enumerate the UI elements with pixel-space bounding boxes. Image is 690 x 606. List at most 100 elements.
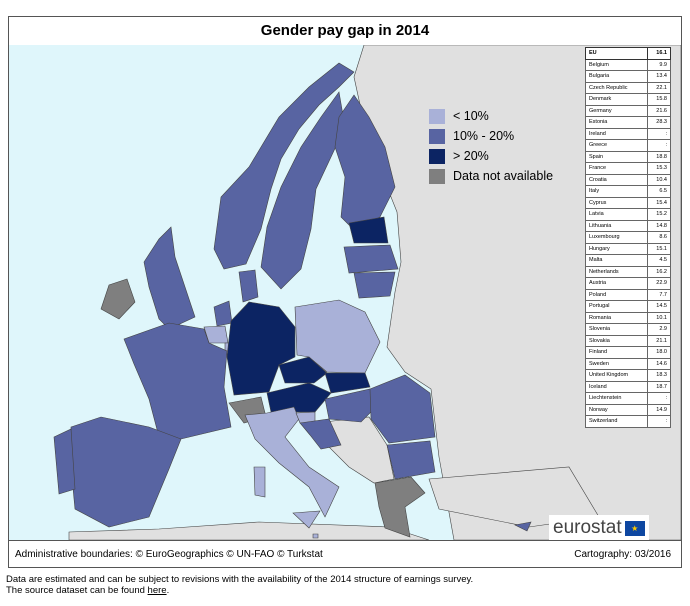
table-row: Cyprus 15.4 <box>585 196 671 209</box>
legend-label: 10% - 20% <box>453 129 515 143</box>
country-spain <box>70 416 182 528</box>
country-name: Ireland <box>585 127 648 140</box>
country-value: 4.5 <box>647 254 671 267</box>
country-value: 15.4 <box>647 196 671 209</box>
legend-item: > 20% <box>429 147 553 165</box>
country-value: 28.3 <box>647 116 671 129</box>
country-name: Romania <box>585 311 648 324</box>
caption-line-1: Data are estimated and can be subject to… <box>6 574 474 585</box>
country-name: Finland <box>585 346 648 359</box>
legend-item: Data not available <box>429 167 553 185</box>
balkans-land <box>323 416 395 484</box>
eurostat-logo: eurostat ★ <box>549 515 649 540</box>
country-name: Greece <box>585 139 648 152</box>
north-africa-land <box>68 521 430 540</box>
country-slovakia <box>324 372 371 394</box>
country-name: Croatia <box>585 173 648 186</box>
country-value: 2.9 <box>647 323 671 336</box>
country-name: Estonia <box>585 116 648 129</box>
country-bulgaria <box>386 440 436 480</box>
country-croatia <box>299 418 342 450</box>
eu-flag-icon: ★ <box>624 520 645 536</box>
country-value: 16.1 <box>647 47 671 60</box>
country-value: 21.1 <box>647 334 671 347</box>
table-row: Spain 18.8 <box>585 150 671 163</box>
country-name: Poland <box>585 288 648 301</box>
country-name: Bulgaria <box>585 70 648 83</box>
country-value: 13.4 <box>647 70 671 83</box>
country-estonia <box>348 216 389 244</box>
table-row: Luxembourg 8.6 <box>585 231 671 244</box>
country-name: Italy <box>585 185 648 198</box>
table-row: Norway 14.9 <box>585 403 671 416</box>
country-name: Slovakia <box>585 334 648 347</box>
country-name: Slovenia <box>585 323 648 336</box>
map-frame: Gender pay gap in 2014 <box>8 16 682 568</box>
data-table: EU 16.1 Belgium 9.9 Bulgaria 13.4 Czech Republ… <box>585 47 671 428</box>
table-row: Estonia 28.3 <box>585 116 671 129</box>
table-row: Netherlands 16.2 <box>585 265 671 278</box>
table-row: Romania 10.1 <box>585 311 671 324</box>
legend-swatch <box>429 148 445 164</box>
country-value: : <box>647 415 671 428</box>
country-name: Latvia <box>585 208 648 221</box>
table-row: Bulgaria 13.4 <box>585 70 671 83</box>
country-value: 22.1 <box>647 81 671 94</box>
country-name: Portugal <box>585 300 648 313</box>
country-value: 18.0 <box>647 346 671 359</box>
country-value: 15.1 <box>647 242 671 255</box>
table-row: Croatia 10.4 <box>585 173 671 186</box>
country-name: Cyprus <box>585 196 648 209</box>
source-link[interactable]: here <box>147 585 167 596</box>
country-austria <box>266 382 332 413</box>
country-name: United Kingdom <box>585 369 648 382</box>
map-title: Gender pay gap in 2014 <box>9 17 681 46</box>
legend-label: > 20% <box>453 149 489 163</box>
table-row: Greece: <box>585 139 671 152</box>
country-value: 14.9 <box>647 403 671 416</box>
country-italy-sicily <box>292 510 321 529</box>
table-row: United Kingdom 18.3 <box>585 369 671 382</box>
table-row: Ireland: <box>585 127 671 140</box>
table-row: Liechtenstein: <box>585 392 671 405</box>
table-row: Slovenia 2.9 <box>585 323 671 336</box>
map-legend: < 10% 10% - 20% > 20% Data not available <box>429 107 553 187</box>
map-area: < 10% 10% - 20% > 20% Data not available… <box>9 45 681 540</box>
country-name: Lithuania <box>585 219 648 232</box>
country-value: 16.2 <box>647 265 671 278</box>
country-name: Norway <box>585 403 648 416</box>
country-greece <box>374 476 426 538</box>
country-value: 8.6 <box>647 231 671 244</box>
country-name: France <box>585 162 648 175</box>
country-italy <box>244 406 340 518</box>
logo-text: eurostat <box>553 517 622 538</box>
country-cyprus <box>514 521 532 532</box>
legend-label: < 10% <box>453 109 489 123</box>
table-row: EU 16.1 <box>585 47 671 60</box>
table-row: Hungary 15.1 <box>585 242 671 255</box>
country-name: Liechtenstein <box>585 392 648 405</box>
country-value: : <box>647 392 671 405</box>
country-malta <box>312 533 319 539</box>
table-row: Slovakia 21.1 <box>585 334 671 347</box>
country-value: 9.9 <box>647 58 671 71</box>
country-value: 14.6 <box>647 357 671 370</box>
country-name: Iceland <box>585 380 648 393</box>
country-czech-republic <box>278 356 328 384</box>
map-footer: Administrative boundaries: © EuroGeograp… <box>9 540 681 568</box>
country-value: 15.8 <box>647 93 671 106</box>
table-row: Portugal 14.5 <box>585 300 671 313</box>
country-norway <box>213 62 355 270</box>
country-latvia <box>343 244 399 274</box>
country-value: : <box>647 127 671 140</box>
cartography-date: Cartography: 03/2016 <box>574 549 671 560</box>
table-row: Finland 18.0 <box>585 346 671 359</box>
table-row: Lithuania 14.8 <box>585 219 671 232</box>
country-name: Switzerland <box>585 415 648 428</box>
country-value: : <box>647 139 671 152</box>
country-value: 21.6 <box>647 104 671 117</box>
europe-map <box>53 45 681 540</box>
country-name: Germany <box>585 104 648 117</box>
legend-swatch <box>429 168 445 184</box>
country-value: 15.2 <box>647 208 671 221</box>
